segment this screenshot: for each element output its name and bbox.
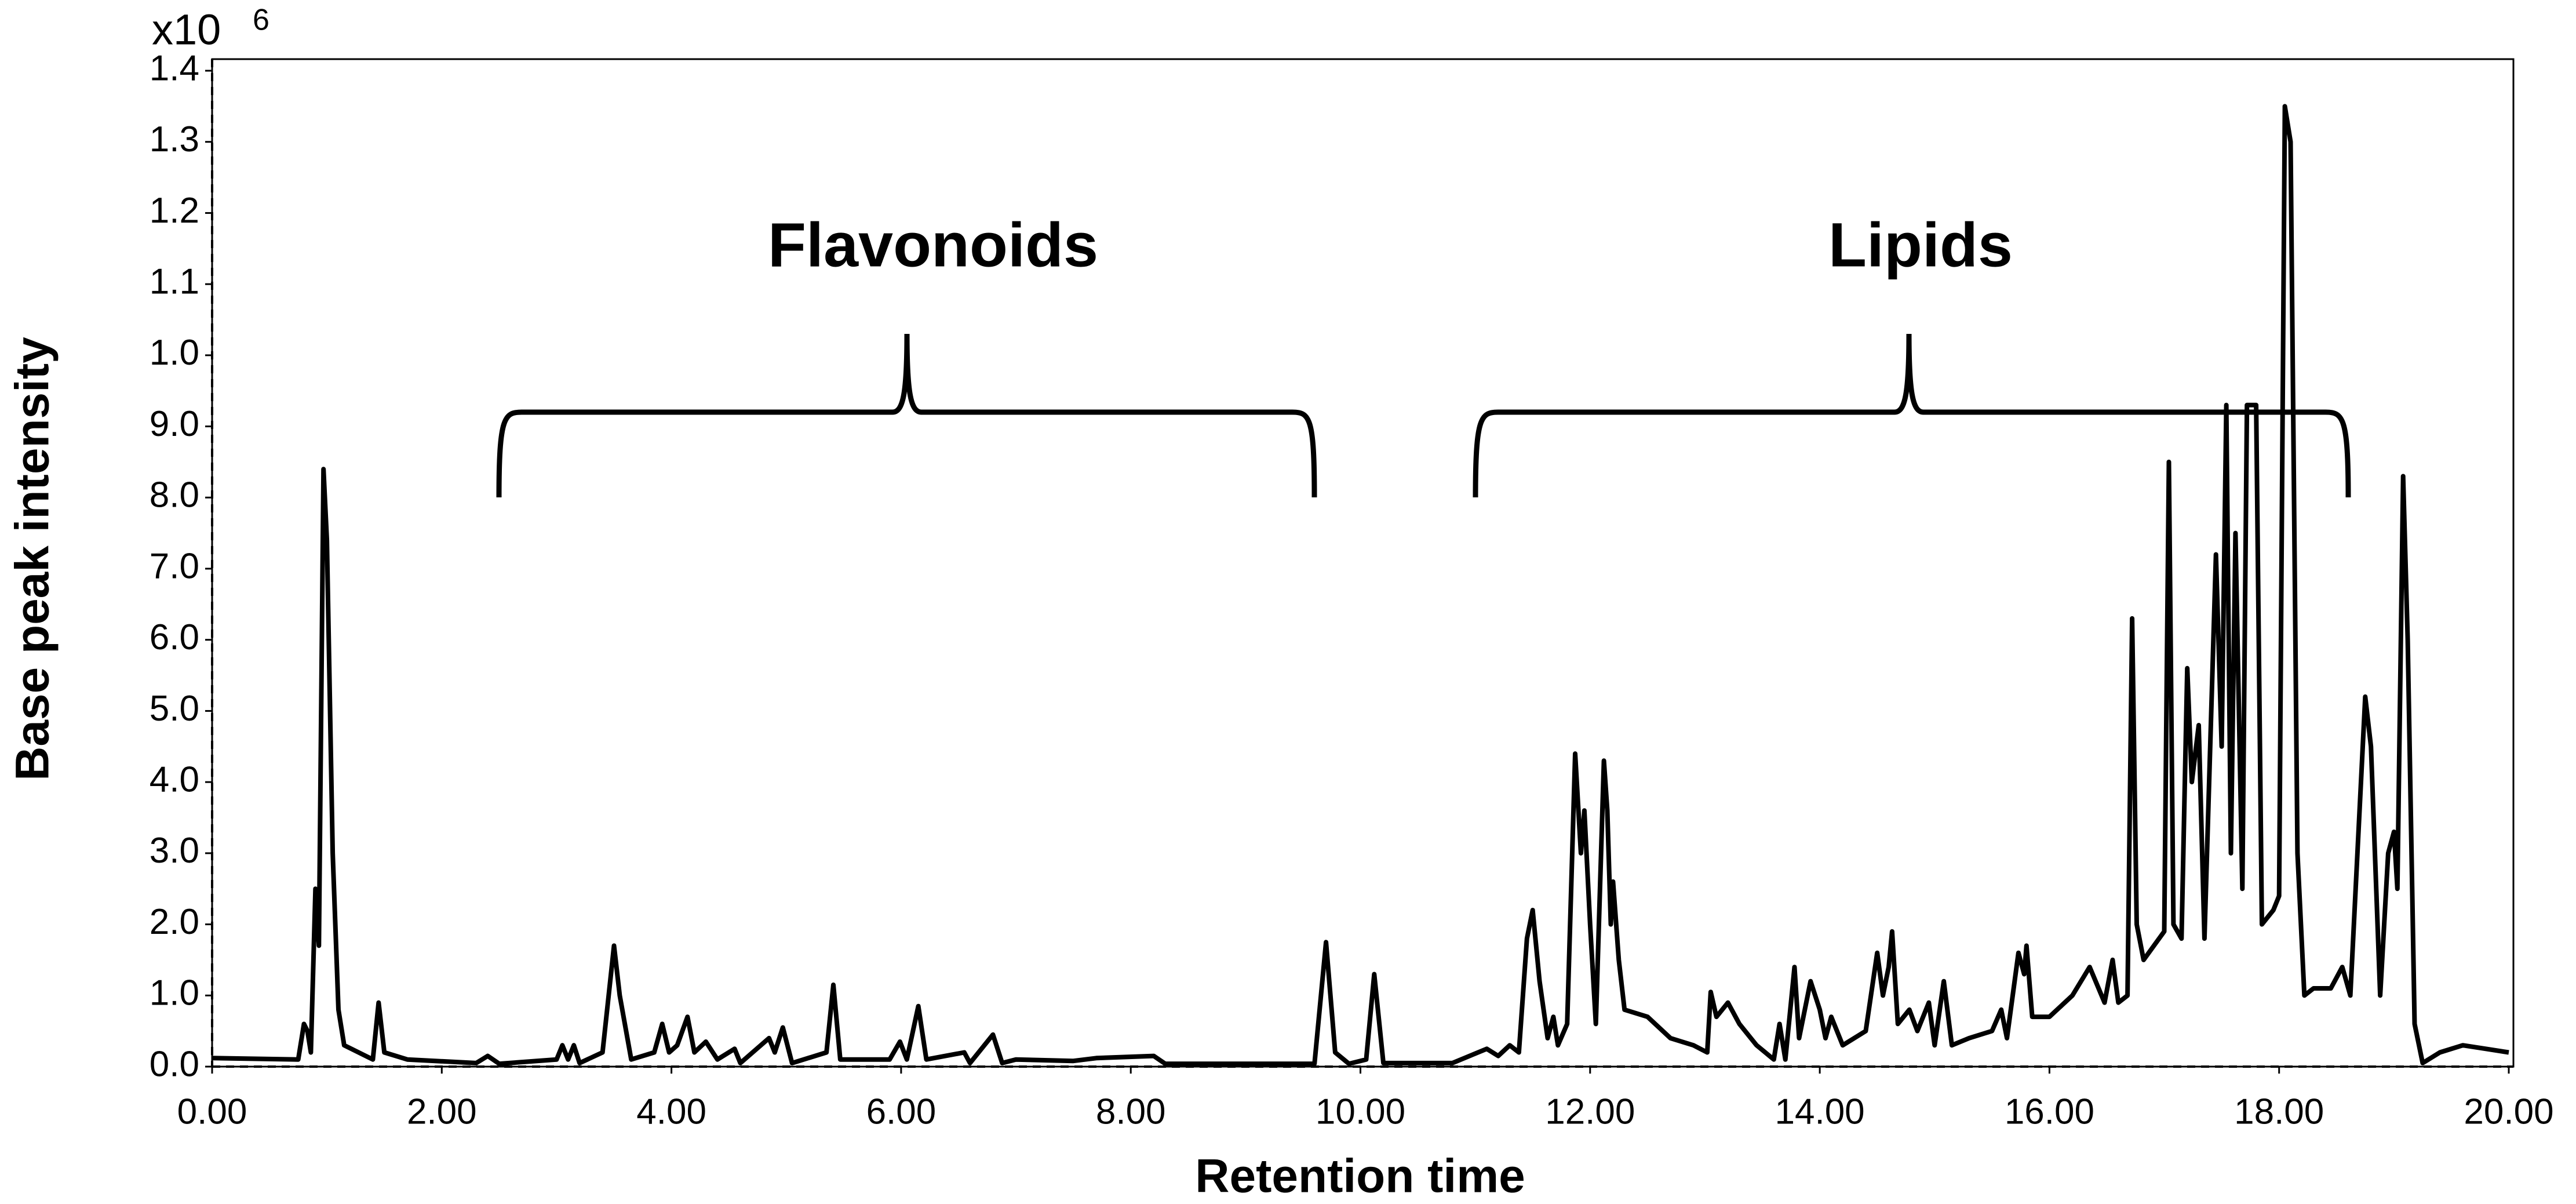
annotation: Lipids [1828, 210, 2013, 280]
y-tick-label: 5.0 [150, 689, 199, 729]
x-tick-label: 10.00 [1316, 1092, 1405, 1132]
y-tick-label: 1.1 [150, 262, 199, 302]
x-tick-label: 2.00 [407, 1092, 477, 1132]
x-tick-label: 18.00 [2234, 1092, 2324, 1132]
y-tick-label: 4.0 [150, 760, 199, 800]
y-tick-label: 6.0 [150, 617, 199, 657]
x-tick-label: 6.00 [866, 1092, 937, 1132]
brace [496, 333, 1317, 498]
y-exponent: 6 [253, 3, 269, 37]
y-tick-label: 1.0 [150, 333, 199, 373]
y-tick-label: 1.3 [150, 119, 199, 159]
y-axis-title: Base peak intensity [6, 337, 59, 781]
x-tick-label: 20.00 [2464, 1092, 2553, 1132]
annotation: Flavonoids [768, 210, 1098, 280]
y-tick-label: 3.0 [150, 831, 199, 871]
y-tick-label: 1.2 [150, 191, 199, 231]
y-tick-label: 9.0 [150, 404, 199, 444]
x-tick-label: 4.00 [636, 1092, 706, 1132]
x-tick-label: 8.00 [1096, 1092, 1166, 1132]
x-tick-label: 14.00 [1775, 1092, 1865, 1132]
y-tick-label: 0.0 [150, 1044, 199, 1084]
y-tick-label: 8.0 [150, 475, 199, 515]
y-tick-label: 1.0 [150, 973, 199, 1013]
x-axis-title: Retention time [1195, 1150, 1525, 1201]
data-line [212, 104, 2509, 1067]
y-multiplier: x10 [152, 6, 221, 54]
brace [1473, 333, 2351, 498]
x-tick-label: 16.00 [2005, 1092, 2094, 1132]
y-tick-label: 7.0 [150, 546, 199, 586]
y-tick-label: 1.4 [150, 48, 199, 88]
x-tick-label: 0.00 [177, 1092, 247, 1132]
x-tick-label: 12.00 [1545, 1092, 1635, 1132]
y-tick-label: 2.0 [150, 902, 199, 942]
